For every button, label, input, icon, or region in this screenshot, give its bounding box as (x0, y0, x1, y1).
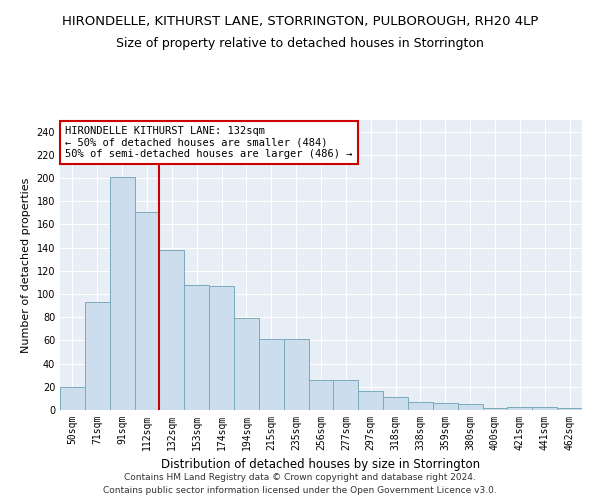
Bar (433, 403, 458, 410)
Text: Contains public sector information licensed under the Open Government Licence v3: Contains public sector information licen… (103, 486, 497, 495)
Bar (458, 404, 482, 410)
Text: HIRONDELLE KITHURST LANE: 132sqm
← 50% of detached houses are smaller (484)
50% : HIRONDELLE KITHURST LANE: 132sqm ← 50% o… (65, 126, 353, 159)
Bar (134, 212, 160, 410)
Bar (184, 284, 209, 410)
Bar (209, 286, 234, 410)
Bar (160, 250, 184, 410)
X-axis label: Distribution of detached houses by size in Storrington: Distribution of detached houses by size … (161, 458, 481, 471)
Bar (259, 339, 284, 410)
Text: Contains HM Land Registry data © Crown copyright and database right 2024.: Contains HM Land Registry data © Crown c… (124, 474, 476, 482)
Bar (110, 177, 134, 410)
Bar (532, 406, 557, 410)
Text: Size of property relative to detached houses in Storrington: Size of property relative to detached ho… (116, 38, 484, 51)
Bar (408, 402, 433, 410)
Bar (358, 392, 383, 410)
Bar (557, 408, 582, 410)
Bar (508, 406, 532, 410)
Y-axis label: Number of detached properties: Number of detached properties (21, 178, 31, 352)
Bar (234, 318, 259, 410)
Bar (60, 387, 85, 410)
Bar (308, 380, 334, 410)
Bar (482, 408, 508, 410)
Text: HIRONDELLE, KITHURST LANE, STORRINGTON, PULBOROUGH, RH20 4LP: HIRONDELLE, KITHURST LANE, STORRINGTON, … (62, 15, 538, 28)
Bar (284, 339, 308, 410)
Bar (383, 397, 408, 410)
Bar (85, 302, 110, 410)
Bar (334, 380, 358, 410)
